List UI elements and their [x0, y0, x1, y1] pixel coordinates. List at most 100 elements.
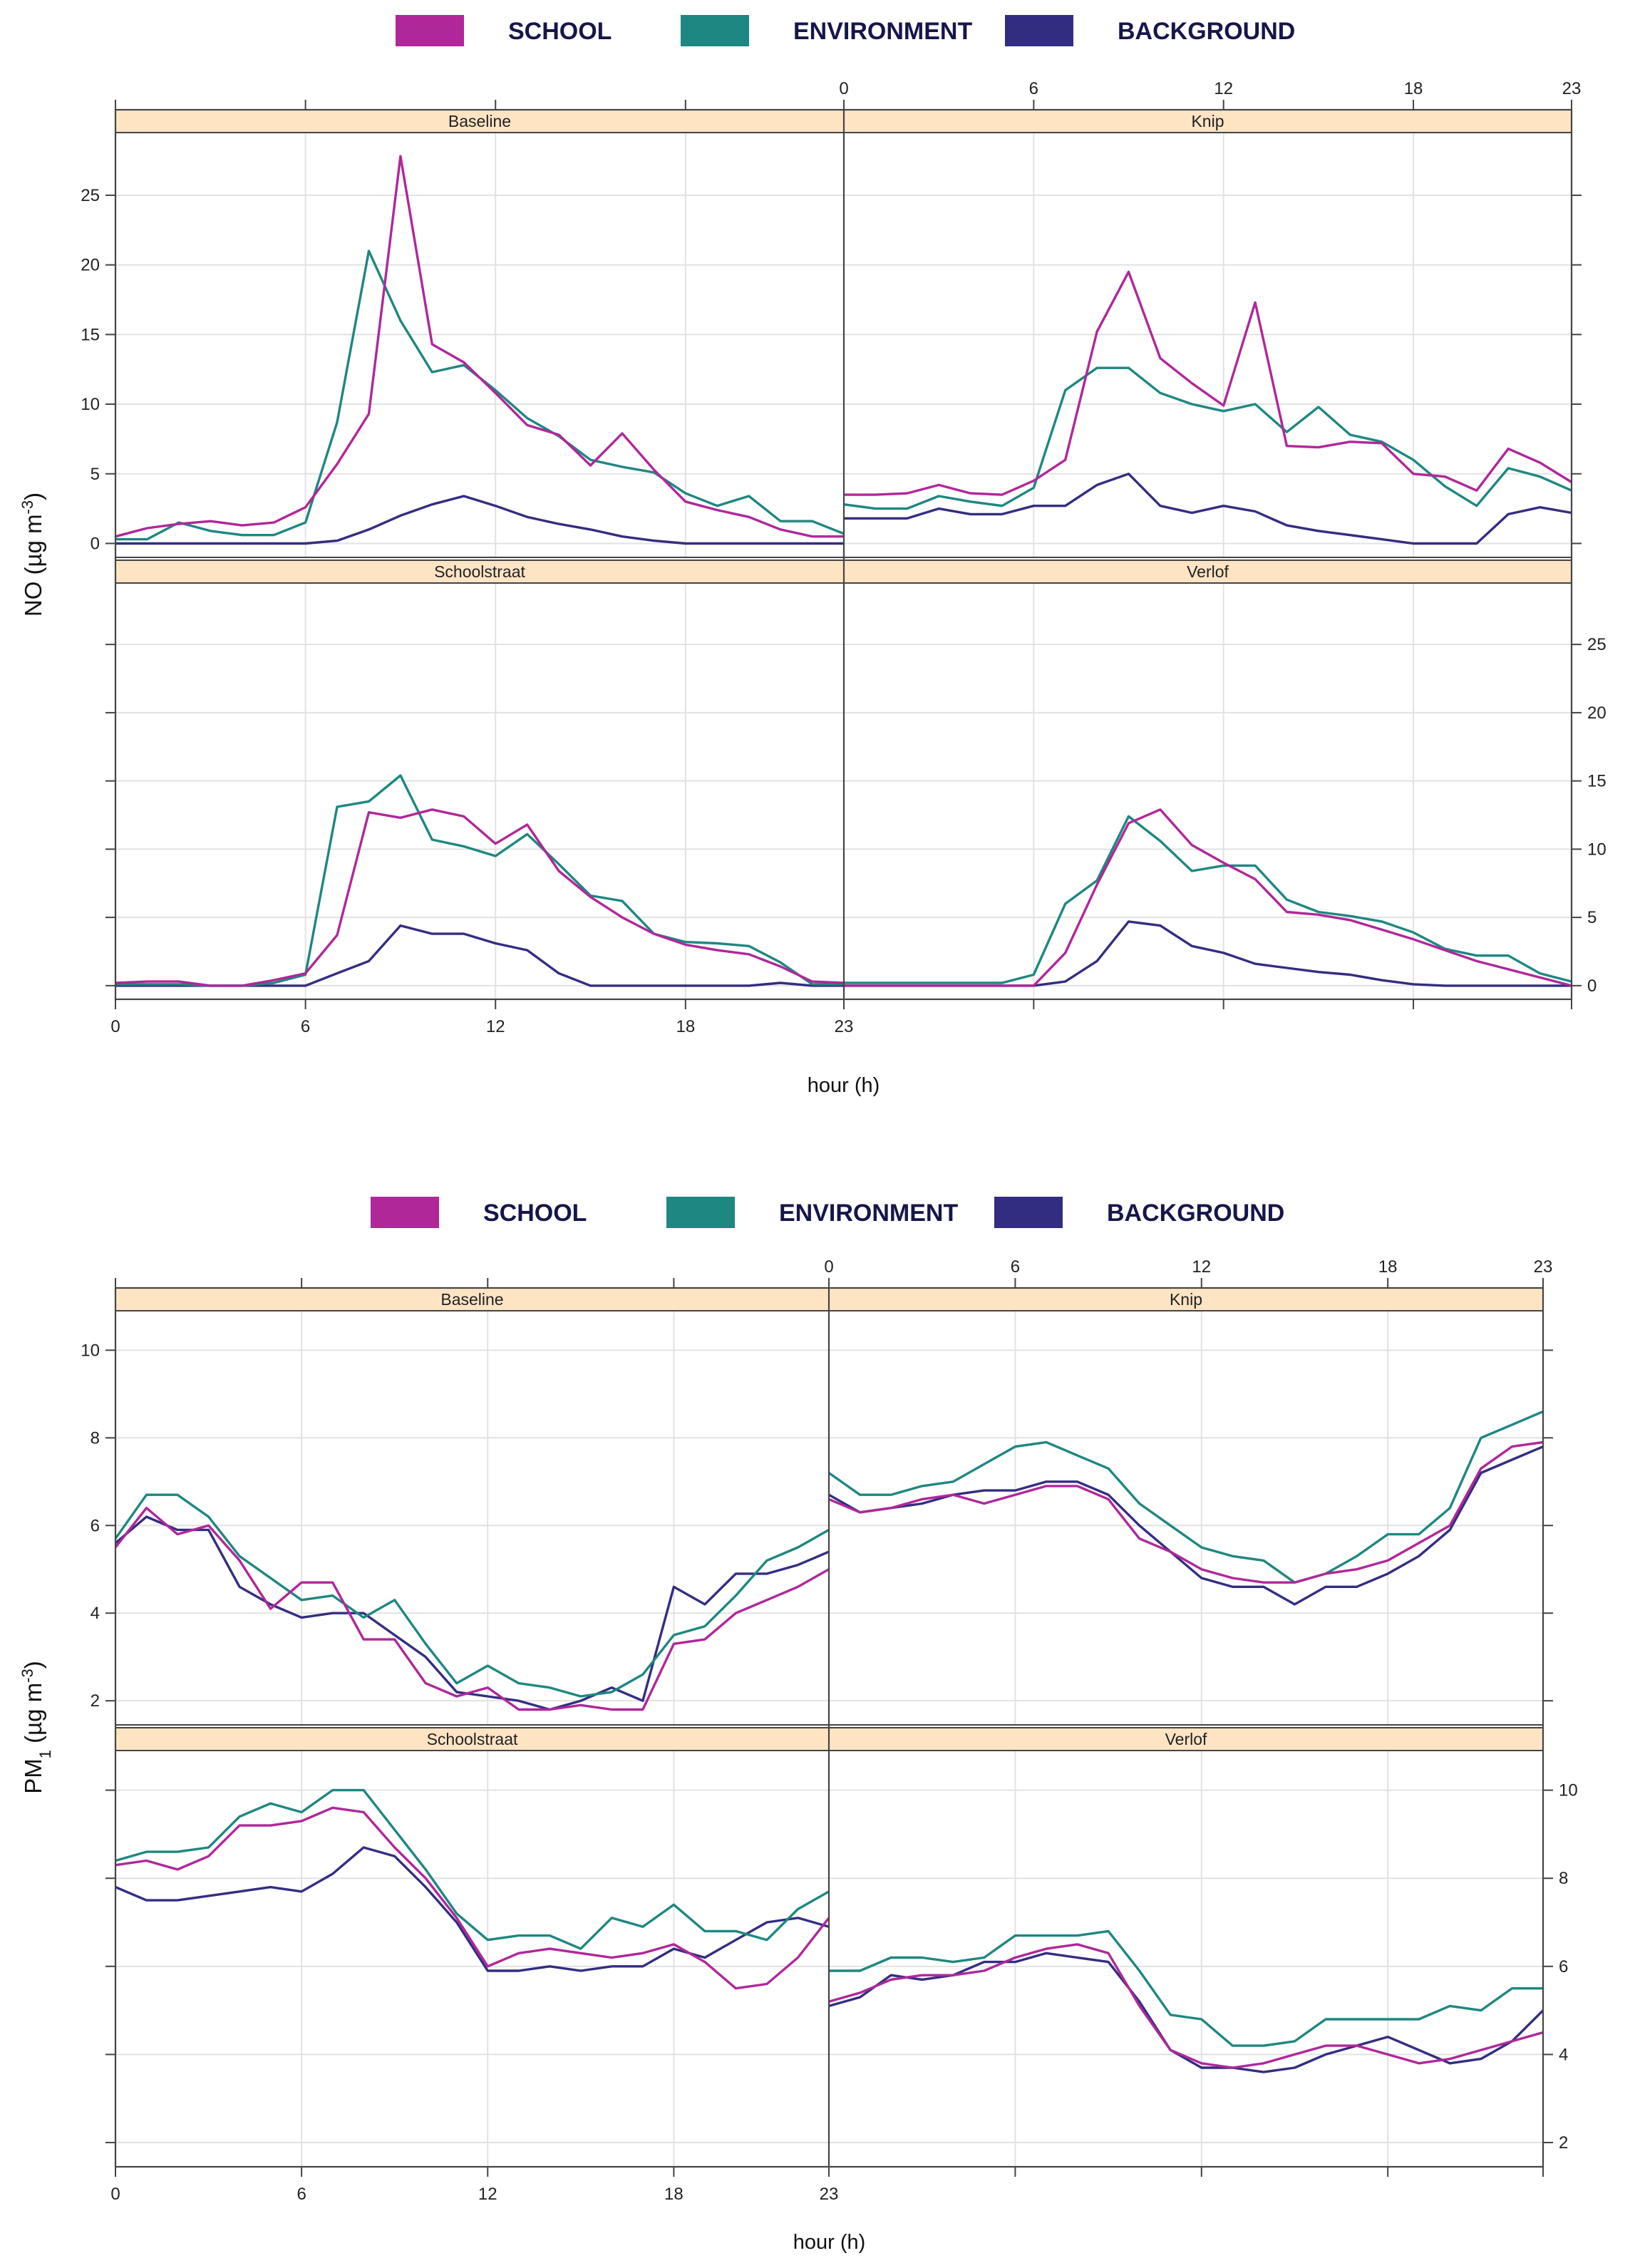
series-line-environment: [114, 1493, 830, 1698]
legend-label-school: SCHOOL: [483, 1200, 587, 1227]
x-tick-label: 23: [1562, 79, 1582, 98]
series-line-environment: [828, 1410, 1544, 1584]
chart-pm1: SCHOOL ENVIRONMENT BACKGROUND Baseline Knip S…: [19, 1197, 1578, 2254]
legend-label-school: SCHOOL: [508, 18, 612, 45]
x-tick-label: 12: [486, 1017, 505, 1036]
series-line-school: [115, 1806, 830, 1990]
series-line-environment: [844, 815, 1572, 984]
panel-frame: [115, 582, 845, 1000]
panel-frame: [843, 132, 1572, 558]
panel-schoolstraat: Schoolstraat: [115, 560, 845, 1000]
x-tick-label: 6: [1011, 1257, 1020, 1277]
axes: 0 0 6 6 12 12 18 18 23 23 0 0 5 5 10 10 15 15 20 20 25 25: [81, 79, 1606, 1036]
series-line-environment: [115, 249, 845, 541]
panel-baseline: Baseline: [115, 109, 845, 558]
series-line-background: [115, 1846, 830, 1972]
y-tick-label: 8: [91, 1428, 100, 1448]
series-line-environment: [843, 366, 1572, 510]
panel-strip-label: Baseline: [440, 1290, 503, 1309]
y-tick-label: 5: [91, 465, 100, 484]
y-tick-label: 25: [1587, 635, 1606, 654]
panel-strip-label: Knip: [1170, 1290, 1202, 1309]
panel-verlof: Verlof: [843, 560, 1572, 1000]
legend: SCHOOL ENVIRONMENT BACKGROUND: [396, 15, 1295, 46]
x-tick-label: 23: [820, 2185, 839, 2204]
y-tick-label: 15: [1587, 772, 1606, 791]
axes: 0 0 6 6 12 12 18 18 23 23 2 2 4 4 6 6 8 8 10 10: [81, 1257, 1577, 2204]
x-tick-label: 6: [1029, 79, 1038, 98]
legend-label-background: BACKGROUND: [1118, 18, 1295, 45]
panel-strip-label: Verlof: [1165, 1730, 1207, 1748]
panel-frame: [828, 1310, 1544, 1726]
series-line-school: [828, 1440, 1544, 1584]
x-tick-label: 23: [1534, 1257, 1553, 1277]
x-tick-label: 12: [1214, 79, 1233, 98]
series-line-environment: [829, 1929, 1543, 2047]
x-tick-label: 12: [1192, 1257, 1211, 1277]
panel-strip-label: Knip: [1191, 112, 1224, 130]
x-tick-label: 18: [676, 1017, 695, 1036]
x-tick-label: 0: [110, 2185, 120, 2204]
y-tick-label: 10: [1559, 1781, 1578, 1800]
y-tick-label: 2: [91, 1691, 100, 1711]
panel-frame: [115, 132, 845, 558]
y-tick-label: 20: [81, 256, 100, 275]
panel-strip-label: Schoolstraat: [434, 562, 525, 581]
y-tick-label: 6: [1559, 1957, 1568, 1976]
panel-strip-label: Verlof: [1187, 562, 1229, 581]
series-line-school: [828, 1943, 1544, 2069]
y-tick-label: 4: [1559, 2045, 1568, 2064]
x-tick-label: 0: [824, 1257, 833, 1277]
y-tick-label: 15: [81, 325, 100, 344]
y-tick-label: 4: [91, 1604, 100, 1623]
legend-swatch-school: [396, 15, 464, 46]
x-tick-label: 6: [301, 1017, 310, 1036]
y-tick-label: 2: [1559, 2133, 1568, 2153]
x-tick-label: 18: [664, 2185, 684, 2204]
y-tick-label: 0: [91, 534, 100, 553]
chart-no: SCHOOL ENVIRONMENT BACKGROUND Baseline Knip S…: [19, 15, 1606, 1097]
series-line-background: [114, 1515, 830, 1711]
panel-strip: [843, 560, 1572, 584]
y-tick-label: 10: [81, 1341, 100, 1360]
panel-frame: [115, 1310, 830, 1726]
panel-knip: Knip: [828, 1287, 1544, 1726]
series-line-school: [115, 808, 845, 987]
y-tick-label: 8: [1559, 1869, 1568, 1888]
y-tick-label: 5: [1587, 908, 1597, 927]
legend-label-environment: ENVIRONMENT: [779, 1200, 958, 1227]
legend-swatch-background: [994, 1197, 1063, 1228]
series-line-background: [115, 495, 844, 545]
panel-verlof: Verlof: [828, 1727, 1544, 2168]
legend-swatch-environment: [681, 15, 749, 46]
x-tick-label: 6: [296, 2185, 306, 2204]
series-line-school: [115, 155, 844, 538]
series-line-school: [114, 1506, 830, 1711]
panel-frame: [115, 1750, 830, 2168]
series-line-environment: [115, 1788, 830, 1950]
series-line-background: [844, 473, 1572, 545]
panel-frame: [843, 582, 1572, 1000]
x-axis-title: hour (h): [793, 2231, 866, 2254]
y-tick-label: 10: [81, 395, 100, 414]
legend: SCHOOL ENVIRONMENT BACKGROUND: [371, 1197, 1284, 1228]
y-axis-title: NO (µg m-3): [19, 493, 47, 617]
y-tick-label: 6: [91, 1516, 100, 1535]
y-tick-label: 10: [1587, 840, 1606, 859]
y-tick-label: 20: [1587, 703, 1606, 723]
y-axis-title: PM1 (µg m-3): [19, 1661, 54, 1794]
panel-schoolstraat: Schoolstraat: [115, 1727, 830, 2168]
legend-swatch-environment: [666, 1197, 735, 1228]
series-line-environment: [115, 774, 844, 987]
panel-strip-label: Schoolstraat: [427, 1730, 518, 1748]
x-tick-label: 18: [1404, 79, 1423, 98]
panel-strip-label: Baseline: [448, 112, 511, 130]
series-line-school: [844, 270, 1572, 496]
y-tick-label: 25: [81, 186, 100, 205]
legend-label-background: BACKGROUND: [1107, 1200, 1284, 1227]
y-tick-label: 0: [1587, 976, 1597, 996]
legend-label-environment: ENVIRONMENT: [793, 18, 972, 45]
x-tick-label: 0: [110, 1017, 120, 1036]
panel-strip: [115, 1727, 830, 1751]
